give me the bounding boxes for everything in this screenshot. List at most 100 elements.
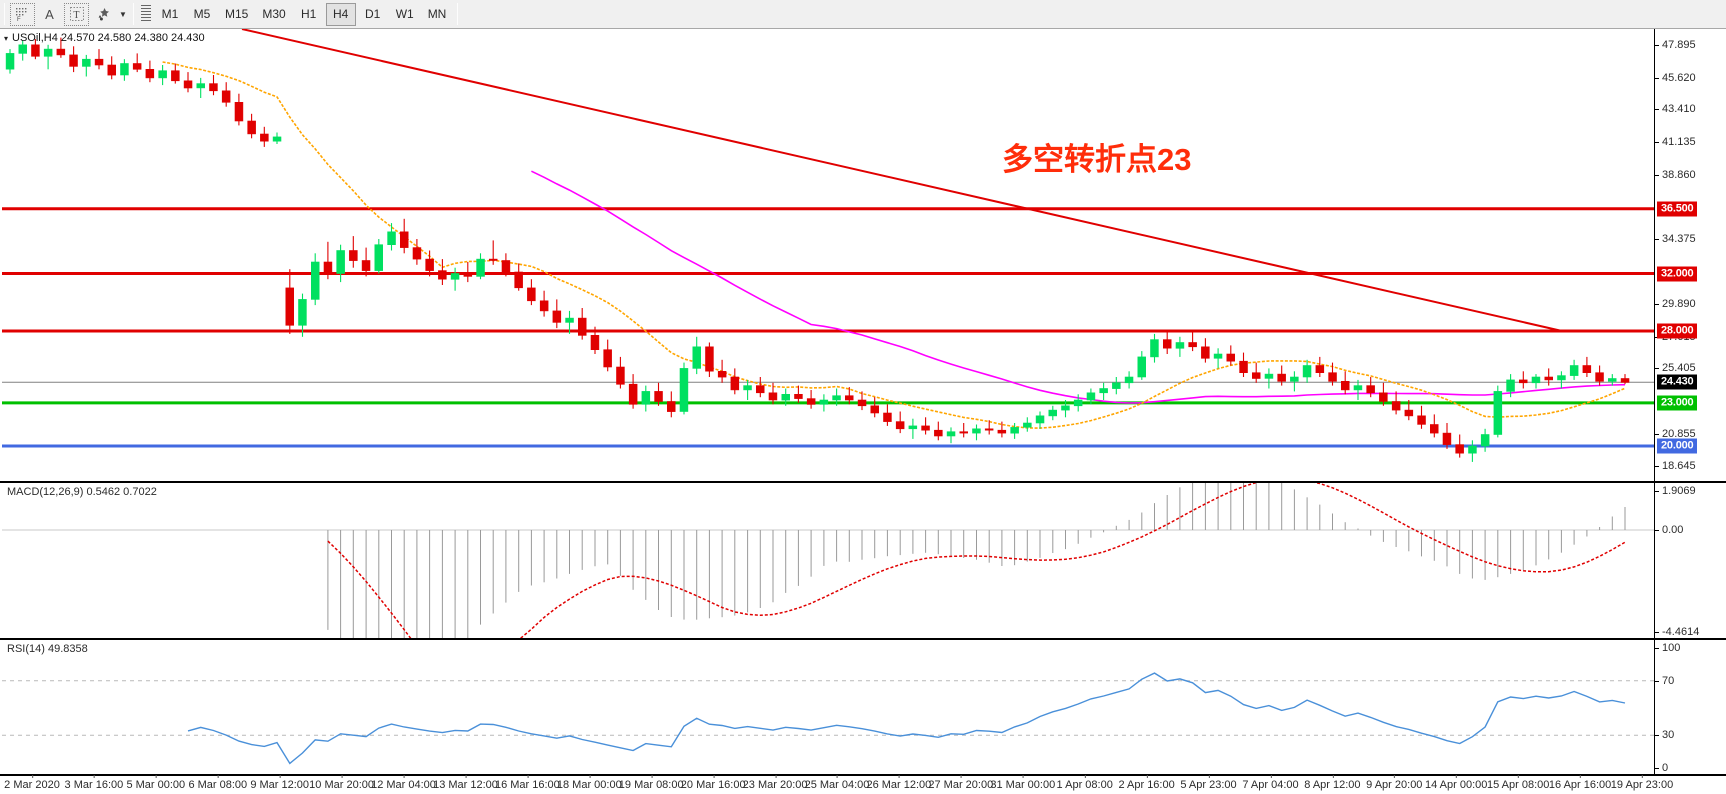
price-tick: 47.895 bbox=[1655, 39, 1696, 51]
macd-pane[interactable]: MACD(12,26,9) 0.5462 0.7022 1.9069 0.00 -4… bbox=[0, 482, 1726, 639]
time-axis-label: 18 Mar 00:00 bbox=[557, 775, 622, 791]
price-level-badge[interactable]: 24.430 bbox=[1657, 374, 1698, 390]
price-axis[interactable]: 47.895 45.620 43.410 41.135 38.860 34.375 29.8… bbox=[1655, 29, 1726, 481]
rsi-tick: 70 bbox=[1655, 675, 1674, 687]
timeframe-m30[interactable]: M30 bbox=[262, 7, 286, 21]
timeframe-mn[interactable]: MN bbox=[427, 7, 447, 21]
rsi-pane[interactable]: RSI(14) 49.8358 100 70 30 0 bbox=[0, 639, 1726, 775]
time-axis-label: 2 Mar 2020 bbox=[4, 775, 60, 791]
time-axis-label: 16 Apr 16:00 bbox=[1549, 775, 1611, 791]
time-tick bbox=[589, 775, 591, 778]
price-level-badge[interactable]: 32.000 bbox=[1657, 266, 1698, 281]
time-tick bbox=[403, 775, 405, 778]
chart-area[interactable]: ▾ USOil,H4 24.570 24.580 24.380 24.430 多… bbox=[0, 29, 1726, 794]
rsi-label: RSI(14) 49.8358 bbox=[7, 643, 88, 655]
price-plot[interactable] bbox=[2, 29, 1655, 481]
time-tick bbox=[775, 775, 777, 778]
price-level-badge[interactable]: 23.000 bbox=[1657, 395, 1698, 411]
price-tick: 34.375 bbox=[1655, 233, 1696, 245]
time-axis-label: 19 Mar 08:00 bbox=[619, 775, 684, 791]
price-tick: 25.405 bbox=[1655, 362, 1696, 374]
macd-axis: 1.9069 0.00 -4.4614 bbox=[1655, 483, 1726, 638]
price-tick: 43.410 bbox=[1655, 103, 1696, 115]
time-axis-label: 9 Apr 20:00 bbox=[1366, 775, 1422, 791]
toolbar-divider-3 bbox=[457, 3, 459, 25]
time-tick bbox=[341, 775, 343, 778]
price-tick: 45.620 bbox=[1655, 72, 1696, 84]
crosshair-icon[interactable]: F bbox=[10, 2, 35, 26]
symbol-caret-icon[interactable]: ▾ bbox=[4, 33, 9, 43]
price-level-badge[interactable]: 36.500 bbox=[1657, 201, 1698, 217]
drawing-toolbar: F A T ▼ M1 M5 M15 M30 H1 H4 D1 W1 MN bbox=[0, 0, 1726, 29]
price-tick: 29.890 bbox=[1655, 298, 1696, 310]
text-label-icon[interactable]: A bbox=[45, 6, 54, 22]
timeframe-w1[interactable]: W1 bbox=[395, 7, 414, 21]
time-axis-label: 10 Mar 20:00 bbox=[309, 775, 374, 791]
time-axis-label: 5 Apr 23:00 bbox=[1180, 775, 1237, 791]
toolbar-divider bbox=[4, 3, 5, 25]
timeframe-m5[interactable]: M5 bbox=[193, 7, 211, 21]
svg-text:F: F bbox=[17, 17, 21, 22]
time-axis-label: 6 Mar 08:00 bbox=[188, 775, 247, 791]
timeframe-group: M1 M5 M15 M30 H1 H4 D1 W1 MN bbox=[154, 2, 453, 26]
chart-annotation-text: 多空转折点23 bbox=[1002, 142, 1192, 177]
symbol-info-row[interactable]: ▾ USOil,H4 24.570 24.580 24.380 24.430 bbox=[4, 32, 205, 44]
timeframe-h4[interactable]: H4 bbox=[325, 2, 356, 26]
rsi-plot[interactable] bbox=[2, 640, 1655, 774]
price-level-badge[interactable]: 28.000 bbox=[1657, 323, 1698, 339]
macd-label: MACD(12,26,9) 0.5462 0.7022 bbox=[7, 486, 157, 498]
timeframe-m1[interactable]: M1 bbox=[161, 7, 179, 21]
time-axis-label: 27 Mar 20:00 bbox=[928, 775, 993, 791]
time-axis-label: 7 Apr 04:00 bbox=[1242, 775, 1299, 791]
time-tick bbox=[960, 775, 962, 778]
time-tick bbox=[93, 775, 95, 778]
text-box-icon[interactable]: T bbox=[64, 2, 89, 26]
time-tick bbox=[527, 775, 529, 778]
time-axis-label: 16 Mar 16:00 bbox=[495, 775, 560, 791]
time-axis-label: 19 Apr 23:00 bbox=[1611, 775, 1673, 791]
time-tick bbox=[836, 775, 838, 778]
macd-plot[interactable] bbox=[2, 483, 1655, 638]
time-axis-label: 8 Apr 12:00 bbox=[1304, 775, 1361, 791]
time-tick bbox=[465, 775, 467, 778]
time-axis-label: 25 Mar 04:00 bbox=[805, 775, 869, 791]
time-tick bbox=[1084, 775, 1086, 778]
symbol-ohlc-text: USOil,H4 24.570 24.580 24.380 24.430 bbox=[12, 32, 205, 44]
macd-tick: -4.4614 bbox=[1655, 626, 1699, 638]
time-tick bbox=[1580, 775, 1582, 778]
time-tick bbox=[1270, 775, 1272, 778]
time-tick bbox=[713, 775, 715, 778]
price-level-badge[interactable]: 20.000 bbox=[1657, 438, 1698, 454]
time-axis-label: 5 Mar 00:00 bbox=[126, 775, 185, 791]
price-tick: 20.855 bbox=[1655, 428, 1696, 440]
rsi-tick: 100 bbox=[1655, 642, 1680, 654]
time-axis-label: 1 Apr 08:00 bbox=[1057, 775, 1113, 791]
timeframe-d1[interactable]: D1 bbox=[365, 7, 381, 21]
time-tick bbox=[217, 775, 219, 778]
time-axis-label: 2 Apr 16:00 bbox=[1118, 775, 1175, 791]
shapes-icon[interactable] bbox=[91, 3, 116, 26]
time-tick bbox=[651, 775, 653, 778]
time-tick bbox=[1641, 775, 1643, 778]
time-tick bbox=[1146, 775, 1148, 778]
time-tick bbox=[1332, 775, 1334, 778]
time-tick bbox=[898, 775, 900, 778]
time-tick bbox=[1208, 775, 1210, 778]
time-axis-label: 14 Apr 00:00 bbox=[1425, 775, 1487, 791]
time-axis-label: 15 Apr 08:00 bbox=[1487, 775, 1549, 791]
dropdown-arrow-icon[interactable]: ▼ bbox=[119, 9, 127, 19]
price-pane[interactable]: ▾ USOil,H4 24.570 24.580 24.380 24.430 多… bbox=[0, 29, 1726, 482]
time-tick bbox=[1456, 775, 1458, 778]
time-tick bbox=[1518, 775, 1520, 778]
rsi-tick: 30 bbox=[1655, 729, 1674, 741]
timeframe-h1[interactable]: H1 bbox=[301, 7, 317, 21]
rsi-axis: 100 70 30 0 bbox=[1655, 640, 1726, 774]
price-tick: 38.860 bbox=[1655, 169, 1696, 181]
time-axis-label: 23 Mar 20:00 bbox=[743, 775, 808, 791]
timeframe-m15[interactable]: M15 bbox=[225, 7, 249, 21]
time-axis[interactable]: 2 Mar 2020 3 Mar 16:00 5 Mar 00:00 6 Mar 08… bbox=[0, 775, 1726, 794]
time-tick bbox=[32, 775, 33, 778]
time-axis-label: 9 Mar 12:00 bbox=[250, 775, 309, 791]
time-tick bbox=[1394, 775, 1396, 778]
